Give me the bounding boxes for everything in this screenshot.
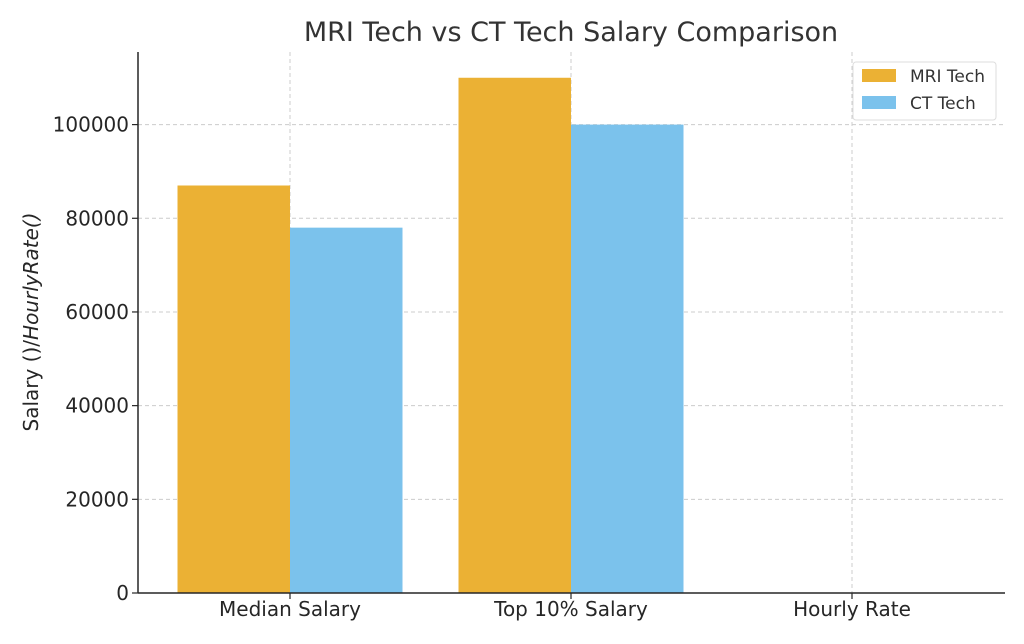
y-tick-label: 20000 (65, 487, 129, 511)
bar-mri-tech (459, 78, 572, 593)
y-tick-label: 40000 (65, 394, 129, 418)
y-tick-label: 100000 (53, 113, 129, 137)
y-tick-label: 80000 (65, 206, 129, 230)
legend: MRI Tech CT Tech (853, 62, 996, 120)
legend-swatch (862, 69, 896, 82)
bar-mri-tech (178, 185, 291, 593)
chart-title: MRI Tech vs CT Tech Salary Comparison (304, 17, 838, 48)
bar-ct-tech (571, 125, 684, 593)
bars (178, 78, 965, 593)
y-tick-label: 60000 (65, 300, 129, 324)
y-tick-label: 0 (116, 581, 129, 605)
legend-label: MRI Tech (910, 67, 985, 87)
x-tick-label: Median Salary (219, 597, 361, 621)
legend-swatch (862, 96, 896, 109)
legend-label: CT Tech (910, 94, 976, 114)
bar-ct-tech (290, 228, 403, 593)
y-axis-label: Salary ()/HourlyRate() (19, 212, 43, 431)
x-tick-label: Hourly Rate (793, 597, 911, 621)
x-tick-label: Top 10% Salary (493, 597, 648, 621)
